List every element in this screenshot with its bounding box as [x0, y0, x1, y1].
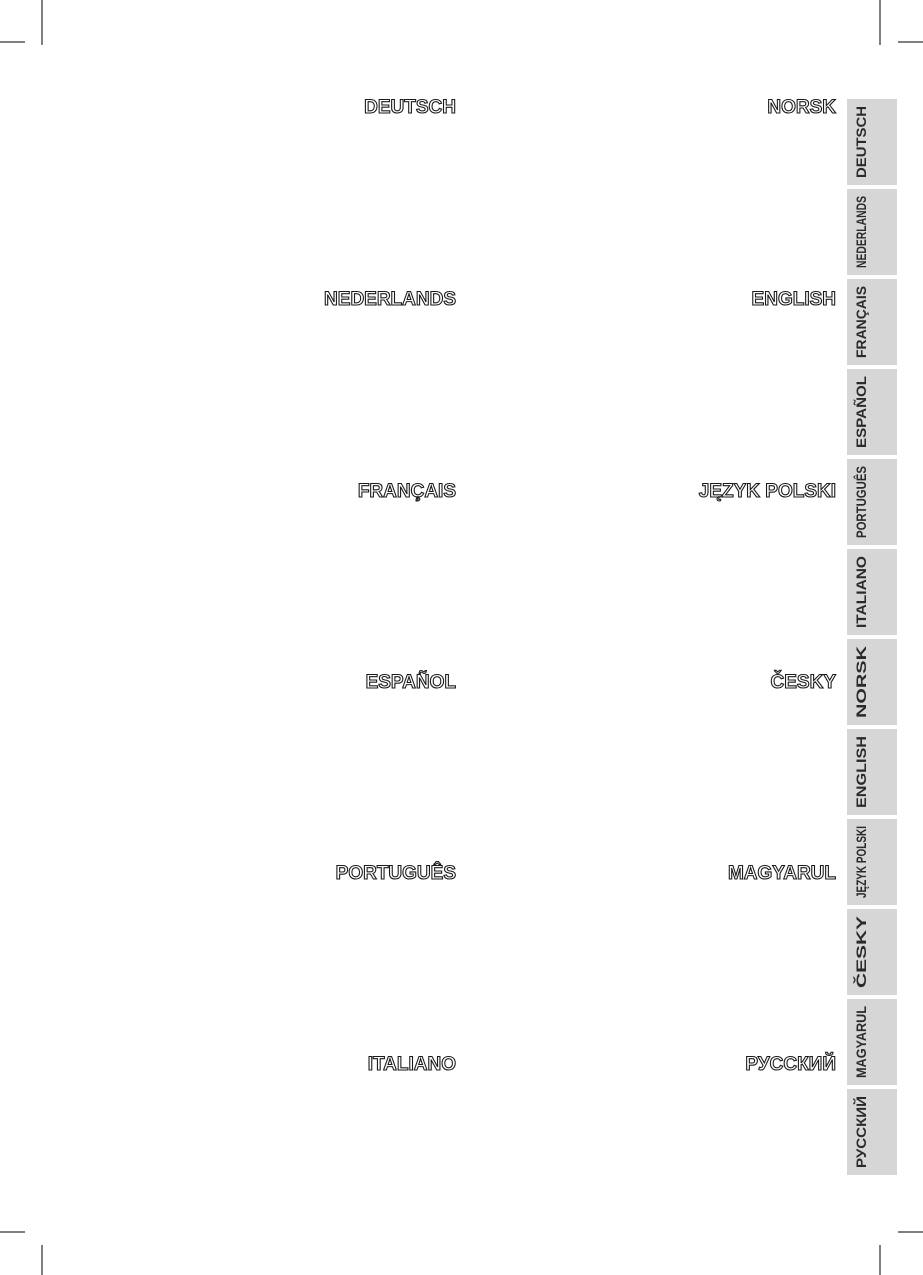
tab-label: ESPAÑOL: [852, 376, 869, 448]
language-tab: [847, 729, 897, 815]
section-heading: PORTUGUÊS: [336, 862, 456, 884]
section-heading: JĘZYK POLSKI: [699, 481, 836, 502]
language-tab: [847, 639, 897, 725]
content: DEUTSCH NEDERLANDS FRANÇAIS ESPAÑOL PORTUGUÊ…: [323, 96, 897, 1175]
tab-label: JĘZYK POLSKI: [853, 826, 869, 898]
tab-label: PORTUGUÊS: [852, 466, 869, 538]
section-heading: РУССКИЙ: [745, 1053, 836, 1075]
section-heading: NEDERLANDS: [324, 289, 456, 310]
section-heading: ENGLISH: [752, 289, 836, 310]
tab-label: ENGLISH: [853, 736, 869, 808]
section-heading: FRANÇAIS: [358, 481, 456, 502]
language-tab: [847, 99, 897, 185]
tab-label: NORSK: [853, 646, 869, 718]
tab-label: MAGYARUL: [853, 1006, 869, 1078]
language-tab: [847, 279, 897, 365]
tab-label: FRANÇAIS: [853, 286, 869, 358]
language-tab: [847, 189, 897, 275]
language-tab: [847, 369, 897, 455]
tab-label: ČESKY: [852, 915, 869, 988]
tab-label: DEUTSCH: [853, 106, 869, 178]
section-heading: DEUTSCH: [364, 97, 456, 118]
language-tab: [847, 999, 897, 1085]
language-tab: [847, 549, 897, 635]
section-heading: ČESKY: [771, 671, 837, 693]
language-tab: [847, 819, 897, 905]
language-tab: [847, 1089, 897, 1175]
section-heading: MAGYARUL: [728, 863, 836, 884]
language-tab: [847, 459, 897, 545]
tab-label: ITALIANO: [853, 556, 869, 628]
tab-label: РУССКИЙ: [852, 1096, 869, 1168]
tab-label: NEDERLANDS: [853, 196, 869, 268]
section-heading: NORSK: [767, 97, 836, 118]
language-tab: [847, 909, 897, 995]
section-heading: ESPAÑOL: [366, 671, 457, 693]
section-heading: ITALIANO: [368, 1054, 456, 1075]
